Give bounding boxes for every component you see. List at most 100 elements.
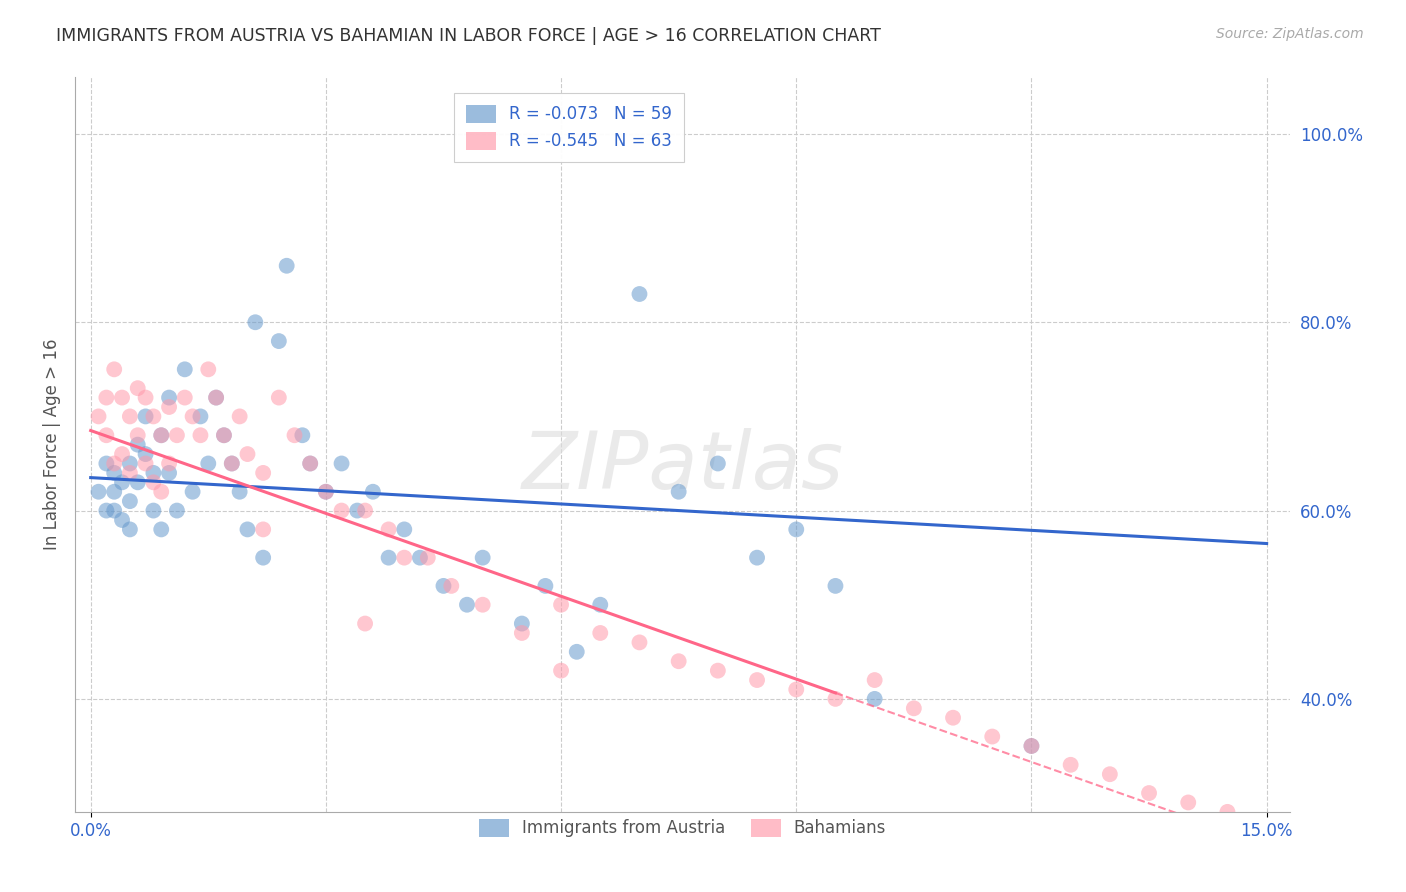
Point	[510, 626, 533, 640]
Point	[127, 381, 149, 395]
Point	[394, 522, 416, 536]
Point	[150, 522, 173, 536]
Point	[228, 484, 250, 499]
Point	[103, 484, 125, 499]
Point	[127, 437, 149, 451]
Point	[166, 503, 188, 517]
Point	[205, 391, 228, 405]
Point	[863, 692, 886, 706]
Point	[118, 494, 141, 508]
Point	[173, 391, 195, 405]
Point	[111, 391, 134, 405]
Point	[1216, 805, 1239, 819]
Point	[135, 409, 157, 424]
Point	[127, 475, 149, 490]
Point	[361, 484, 384, 499]
Point	[432, 579, 454, 593]
Point	[252, 466, 274, 480]
Point	[157, 391, 180, 405]
Point	[394, 550, 416, 565]
Point	[157, 400, 180, 414]
Point	[103, 457, 125, 471]
Point	[276, 259, 298, 273]
Point	[127, 428, 149, 442]
Point	[315, 484, 337, 499]
Point	[142, 466, 165, 480]
Point	[534, 579, 557, 593]
Point	[142, 503, 165, 517]
Point	[87, 409, 110, 424]
Point	[197, 362, 219, 376]
Point	[142, 409, 165, 424]
Point	[96, 391, 118, 405]
Point	[315, 484, 337, 499]
Point	[1177, 796, 1199, 810]
Point	[291, 428, 314, 442]
Point	[283, 428, 305, 442]
Point	[565, 645, 588, 659]
Point	[354, 503, 377, 517]
Point	[157, 457, 180, 471]
Point	[1098, 767, 1121, 781]
Point	[135, 391, 157, 405]
Point	[87, 484, 110, 499]
Point	[150, 484, 173, 499]
Point	[550, 598, 572, 612]
Point	[221, 457, 243, 471]
Y-axis label: In Labor Force | Age > 16: In Labor Force | Age > 16	[44, 339, 60, 550]
Point	[628, 287, 651, 301]
Point	[118, 466, 141, 480]
Point	[221, 457, 243, 471]
Point	[377, 522, 399, 536]
Point	[236, 447, 259, 461]
Point	[1137, 786, 1160, 800]
Point	[942, 711, 965, 725]
Point	[181, 484, 204, 499]
Point	[267, 334, 290, 348]
Point	[245, 315, 267, 329]
Point	[745, 673, 768, 687]
Point	[212, 428, 235, 442]
Point	[1021, 739, 1043, 753]
Point	[111, 513, 134, 527]
Point	[96, 503, 118, 517]
Point	[166, 428, 188, 442]
Point	[346, 503, 368, 517]
Point	[96, 457, 118, 471]
Point	[668, 484, 690, 499]
Point	[903, 701, 925, 715]
Point	[440, 579, 463, 593]
Point	[150, 428, 173, 442]
Point	[471, 598, 494, 612]
Point	[589, 626, 612, 640]
Point	[824, 692, 846, 706]
Point	[228, 409, 250, 424]
Point	[252, 522, 274, 536]
Point	[173, 362, 195, 376]
Point	[707, 457, 730, 471]
Point	[212, 428, 235, 442]
Point	[668, 654, 690, 668]
Point	[111, 475, 134, 490]
Point	[981, 730, 1004, 744]
Point	[299, 457, 322, 471]
Point	[354, 616, 377, 631]
Point	[111, 447, 134, 461]
Point	[118, 522, 141, 536]
Point	[205, 391, 228, 405]
Point	[118, 409, 141, 424]
Text: ZIPatlas: ZIPatlas	[522, 427, 844, 506]
Point	[181, 409, 204, 424]
Point	[456, 598, 478, 612]
Point	[267, 391, 290, 405]
Point	[150, 428, 173, 442]
Point	[190, 409, 212, 424]
Point	[785, 682, 807, 697]
Legend: Immigrants from Austria, Bahamians: Immigrants from Austria, Bahamians	[472, 812, 893, 844]
Point	[135, 457, 157, 471]
Point	[416, 550, 439, 565]
Text: Source: ZipAtlas.com: Source: ZipAtlas.com	[1216, 27, 1364, 41]
Point	[863, 673, 886, 687]
Point	[745, 550, 768, 565]
Point	[409, 550, 432, 565]
